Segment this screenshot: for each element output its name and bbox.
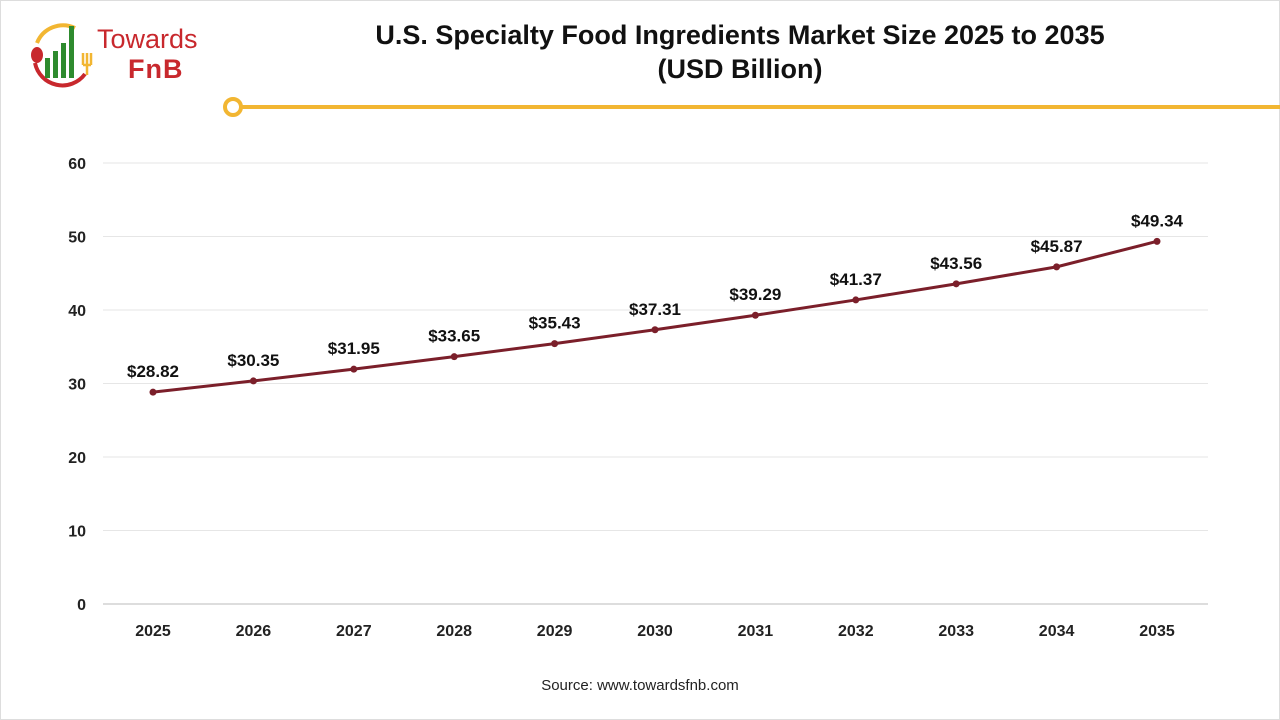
data-point	[350, 365, 358, 373]
y-tick-label: 30	[68, 377, 86, 394]
x-tick-label: 2028	[436, 623, 472, 640]
y-tick-label: 10	[68, 524, 86, 541]
x-tick-label: 2034	[1039, 623, 1075, 640]
x-tick-label: 2026	[236, 623, 272, 640]
data-label: $41.37	[830, 270, 882, 289]
data-label: $49.34	[1131, 211, 1184, 230]
data-label: $33.65	[428, 327, 480, 346]
data-label: $28.82	[127, 362, 179, 381]
data-label: $30.35	[227, 351, 279, 370]
x-tick-label: 2030	[637, 623, 673, 640]
data-point	[249, 377, 257, 385]
y-tick-label: 0	[77, 597, 86, 614]
source-note: Source: www.towardsfnb.com	[541, 677, 739, 694]
chart-title-main: U.S. Specialty Food Ingredients Market S…	[375, 20, 1105, 50]
x-tick-label: 2033	[938, 623, 974, 640]
logo-text-towards: Towards	[97, 24, 198, 54]
data-label: $43.56	[930, 254, 982, 273]
x-tick-label: 2031	[738, 623, 774, 640]
data-label: $35.43	[529, 314, 581, 333]
data-point	[149, 388, 157, 396]
logo-icon	[31, 23, 93, 88]
chart-title: U.S. Specialty Food Ingredients Market S…	[290, 18, 1190, 86]
data-point	[450, 353, 458, 361]
y-tick-label: 20	[68, 450, 86, 467]
data-label: $45.87	[1031, 237, 1083, 256]
data-point	[751, 311, 759, 319]
y-tick-label: 60	[68, 156, 86, 173]
data-label: $39.29	[729, 285, 781, 304]
decorative-title-rule	[223, 97, 1280, 117]
logo-text-fnb: FnB	[128, 54, 184, 84]
towards-fnb-logo: Towards FnB	[25, 18, 215, 88]
x-tick-label: 2035	[1139, 623, 1175, 640]
data-point	[1153, 237, 1161, 245]
data-point	[852, 296, 860, 304]
data-point	[1053, 263, 1061, 271]
data-label: $37.31	[629, 300, 681, 319]
chart-subtitle: (USD Billion)	[657, 54, 823, 84]
x-tick-label: 2025	[135, 623, 171, 640]
x-tick-label: 2029	[537, 623, 573, 640]
data-point	[952, 280, 960, 288]
x-tick-label: 2032	[838, 623, 874, 640]
data-point	[551, 340, 559, 348]
data-point	[651, 326, 659, 334]
x-tick-label: 2027	[336, 623, 372, 640]
y-tick-label: 50	[68, 230, 86, 247]
data-label: $31.95	[328, 339, 380, 358]
y-tick-label: 40	[68, 303, 86, 320]
